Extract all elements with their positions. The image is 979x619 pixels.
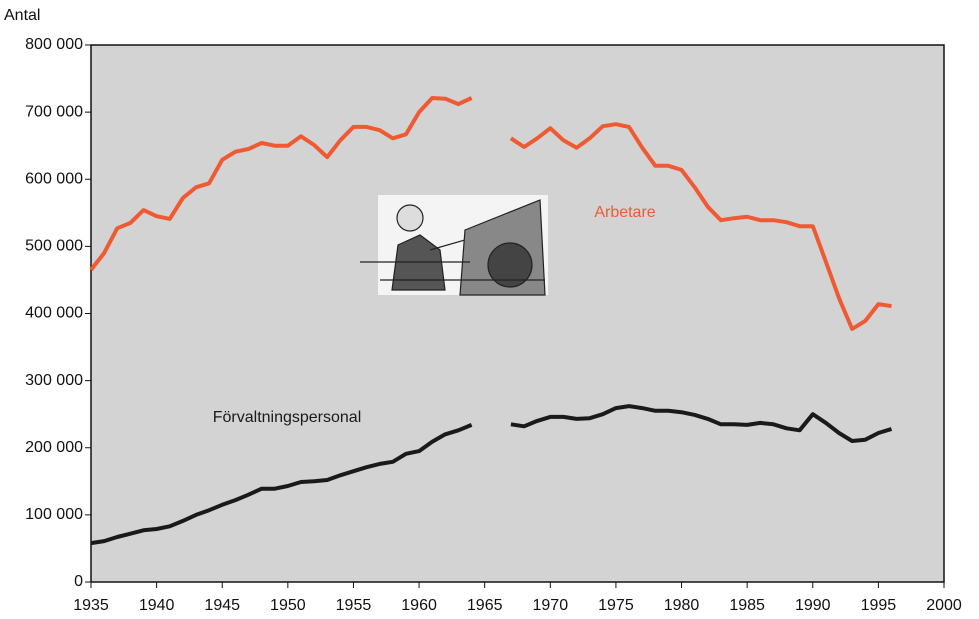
y-tick-label: 0 — [74, 573, 83, 590]
series-label: Förvaltningspersonal — [213, 409, 362, 426]
y-axis-label: Antal — [4, 7, 40, 24]
x-tick-label: 1950 — [270, 597, 306, 614]
x-tick-label: 1945 — [204, 597, 240, 614]
x-tick-label: 1940 — [139, 597, 175, 614]
x-tick-label: 1955 — [336, 597, 372, 614]
x-tick-label: 1935 — [73, 597, 109, 614]
series-line — [90, 404, 893, 546]
x-tick-label: 1980 — [664, 597, 700, 614]
y-tick-label: 700 000 — [25, 103, 83, 120]
x-tick-label: 1975 — [598, 597, 634, 614]
series-label: Arbetare — [594, 204, 655, 221]
y-tick-label: 600 000 — [25, 170, 83, 187]
plot-area — [90, 44, 945, 583]
y-tick-label: 100 000 — [25, 506, 83, 523]
y-tick-label: 800 000 — [25, 36, 83, 53]
y-tick-label: 200 000 — [25, 439, 83, 456]
series-line — [89, 96, 892, 331]
x-tick-label: 1985 — [729, 597, 765, 614]
x-tick-label: 1970 — [533, 597, 569, 614]
y-tick-label: 500 000 — [25, 238, 83, 255]
x-tick-label: 1995 — [861, 597, 897, 614]
y-tick-label: 300 000 — [25, 372, 83, 389]
x-tick-label: 2000 — [926, 597, 962, 614]
illustration — [360, 195, 548, 296]
x-tick-label: 1965 — [467, 597, 503, 614]
y-tick-label: 400 000 — [25, 305, 83, 322]
x-tick-label: 1990 — [795, 597, 831, 614]
x-tick-label: 1960 — [401, 597, 437, 614]
